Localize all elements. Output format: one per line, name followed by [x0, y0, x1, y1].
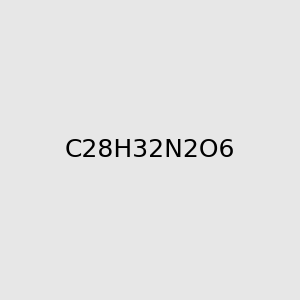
Text: C28H32N2O6: C28H32N2O6 [65, 138, 235, 162]
